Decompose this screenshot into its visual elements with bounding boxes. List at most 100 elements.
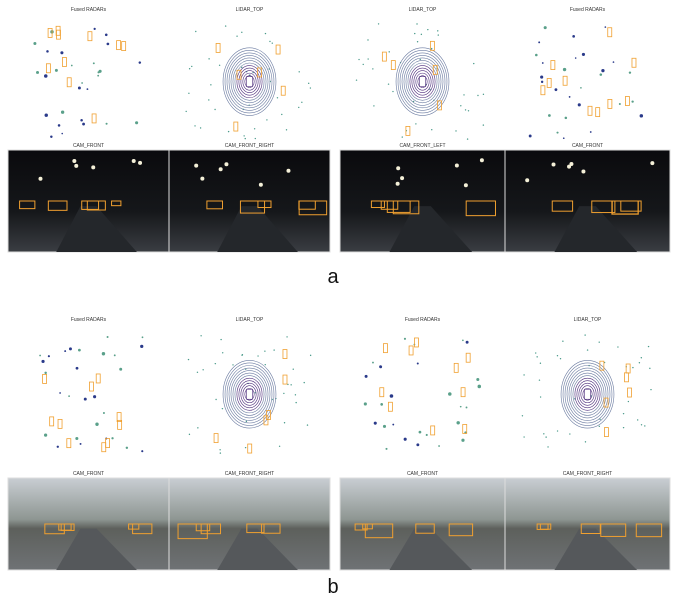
street-light	[200, 176, 205, 181]
box-3d	[600, 523, 627, 537]
box	[213, 433, 219, 443]
lidar-point	[257, 355, 259, 357]
lidar-point	[569, 433, 571, 435]
box-3d	[465, 200, 496, 217]
box	[233, 121, 239, 132]
camera-title: CAM_FRONT_RIGHT	[225, 471, 274, 477]
radar-point	[43, 433, 48, 437]
radar-point	[476, 377, 480, 381]
lidar-point	[266, 119, 268, 121]
radar-point	[556, 131, 559, 134]
lidar-point	[437, 34, 439, 36]
lidar-point	[377, 23, 380, 25]
box	[280, 85, 286, 96]
lidar-point	[303, 381, 305, 384]
road	[554, 206, 637, 252]
lidar-point	[281, 113, 283, 116]
radar-point	[373, 421, 377, 425]
lidar-point	[221, 352, 224, 354]
street-light	[258, 182, 263, 187]
radar-point	[46, 50, 49, 53]
box-3d	[635, 523, 663, 538]
radar-point	[98, 69, 102, 73]
lidar-point	[627, 400, 630, 403]
lidar-point	[187, 358, 190, 361]
lidar-ring	[401, 55, 444, 109]
lidar-ring	[222, 47, 277, 116]
lidar-point	[286, 336, 288, 338]
radar-point	[105, 122, 108, 125]
lidar-point	[355, 79, 358, 81]
box-3d	[44, 523, 65, 535]
lidar-ring	[226, 365, 273, 424]
box-3d	[86, 200, 106, 211]
radar-point	[568, 96, 571, 98]
lidar-point	[220, 338, 222, 341]
box	[57, 418, 63, 429]
box	[603, 397, 609, 408]
radar-point	[438, 445, 440, 447]
panel-label: b	[327, 576, 338, 598]
lidar-point	[208, 99, 210, 101]
lidar-point	[622, 412, 625, 415]
lidar-ring	[240, 382, 259, 406]
radar-point	[456, 421, 460, 425]
radar-point	[380, 403, 384, 406]
radar-point	[364, 374, 368, 378]
box	[275, 44, 281, 55]
lidar-point	[185, 110, 187, 113]
street-light	[286, 168, 291, 173]
lidar-ring	[413, 70, 432, 93]
box	[387, 401, 393, 412]
lidar-ring	[399, 52, 446, 111]
box-3d	[354, 523, 368, 531]
radar-point	[418, 430, 422, 434]
box-3d	[239, 200, 266, 214]
camera-title: CAM_FRONT	[407, 471, 438, 477]
lidar-point	[197, 427, 199, 429]
radar-point	[580, 87, 582, 89]
lidar-point	[214, 362, 217, 365]
radar-point	[119, 367, 123, 371]
lidar-ring	[395, 47, 450, 116]
lidar-point	[224, 25, 227, 27]
lidar-point	[523, 436, 525, 438]
lidar-point	[298, 106, 300, 109]
box	[453, 362, 459, 373]
box	[45, 63, 51, 74]
box-3d	[364, 523, 394, 539]
radar-point	[141, 450, 144, 453]
lidar-point	[482, 93, 485, 96]
lidar-ring	[560, 360, 615, 429]
box	[540, 85, 546, 96]
lidar-point	[638, 362, 641, 364]
lidar-point	[218, 64, 221, 67]
street-light	[454, 163, 459, 168]
camera-title: CAM_FRONT	[73, 471, 104, 477]
plot-title: LIDAR_TOP	[574, 317, 602, 323]
box	[247, 443, 253, 454]
lidar-point	[584, 334, 586, 336]
lidar-point	[202, 369, 204, 371]
lidar-ring	[562, 362, 613, 426]
lidar-point	[219, 449, 221, 451]
lidar-ring	[234, 62, 265, 101]
lidar-point	[559, 358, 562, 360]
street-light	[581, 169, 586, 174]
lidar-point	[191, 65, 193, 68]
street-light	[131, 158, 136, 163]
radar-point	[543, 26, 547, 30]
box	[462, 424, 468, 434]
lidar-ring	[568, 370, 607, 419]
lidar-point	[210, 84, 212, 86]
plot-title: Fused RADARs	[71, 317, 107, 323]
lidar-ring	[242, 385, 257, 404]
box	[87, 31, 93, 42]
lidar-point	[196, 371, 199, 373]
lidar-point	[221, 407, 224, 410]
radar-point	[403, 337, 407, 340]
lidar-ring	[397, 50, 448, 114]
lidar-point	[200, 335, 202, 337]
box	[381, 51, 387, 62]
radar-point	[75, 366, 79, 370]
